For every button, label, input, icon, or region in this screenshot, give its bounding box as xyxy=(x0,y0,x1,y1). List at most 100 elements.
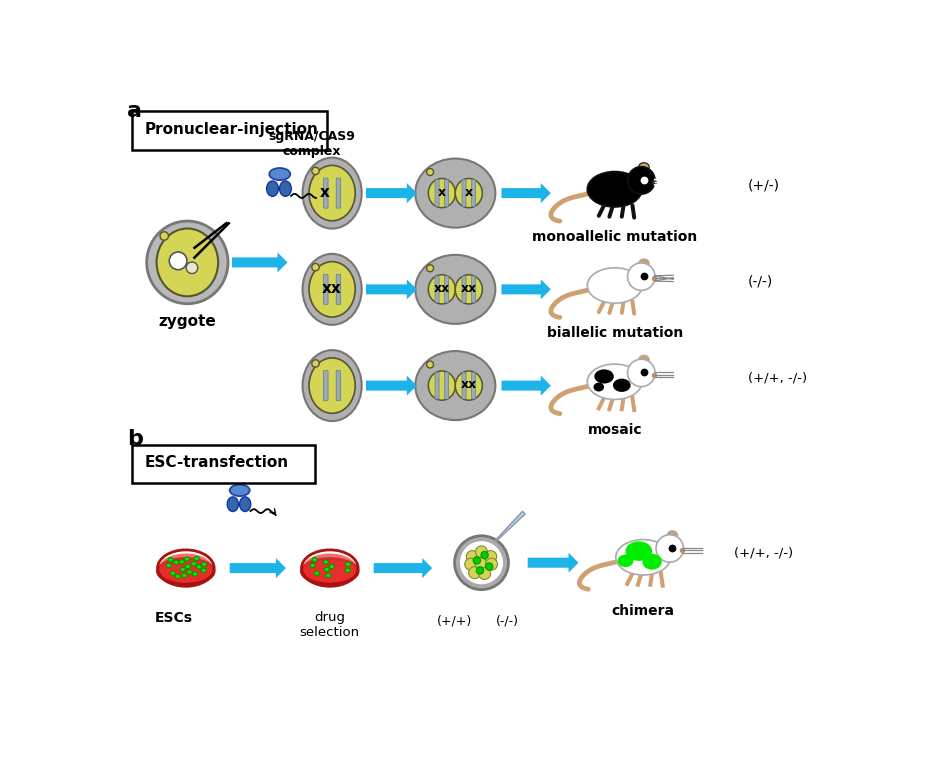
Text: x: x xyxy=(319,184,330,200)
FancyBboxPatch shape xyxy=(131,112,327,150)
FancyBboxPatch shape xyxy=(323,370,328,401)
Circle shape xyxy=(160,232,169,240)
Ellipse shape xyxy=(324,567,330,571)
Ellipse shape xyxy=(639,163,649,171)
Text: mosaic: mosaic xyxy=(587,422,642,436)
FancyBboxPatch shape xyxy=(471,372,476,399)
Ellipse shape xyxy=(639,355,649,364)
Polygon shape xyxy=(502,183,551,203)
Text: drug
selection: drug selection xyxy=(300,611,360,639)
Ellipse shape xyxy=(194,556,199,560)
Ellipse shape xyxy=(175,574,181,579)
Ellipse shape xyxy=(202,562,206,567)
Ellipse shape xyxy=(485,558,497,570)
FancyBboxPatch shape xyxy=(462,372,466,399)
Text: ESCs: ESCs xyxy=(155,611,193,625)
Text: zygote: zygote xyxy=(158,314,217,329)
Circle shape xyxy=(169,252,187,270)
FancyBboxPatch shape xyxy=(323,274,328,305)
Ellipse shape xyxy=(303,350,362,421)
Ellipse shape xyxy=(326,574,331,577)
Text: (+/+): (+/+) xyxy=(437,615,472,627)
Text: (-/-): (-/-) xyxy=(495,615,519,627)
Polygon shape xyxy=(528,553,579,573)
Ellipse shape xyxy=(230,484,250,496)
Text: a: a xyxy=(127,101,143,121)
Ellipse shape xyxy=(187,570,193,574)
Ellipse shape xyxy=(639,259,649,268)
Ellipse shape xyxy=(594,370,614,384)
Ellipse shape xyxy=(415,159,495,228)
FancyBboxPatch shape xyxy=(444,180,448,206)
Ellipse shape xyxy=(312,557,318,562)
Ellipse shape xyxy=(456,178,482,208)
Polygon shape xyxy=(230,558,286,578)
FancyBboxPatch shape xyxy=(336,370,341,401)
FancyBboxPatch shape xyxy=(323,178,328,208)
Circle shape xyxy=(481,551,488,559)
Ellipse shape xyxy=(269,168,290,180)
Ellipse shape xyxy=(157,559,214,584)
FancyBboxPatch shape xyxy=(435,372,439,399)
Circle shape xyxy=(476,567,483,574)
FancyBboxPatch shape xyxy=(471,276,476,303)
Text: (+/+, -/-): (+/+, -/-) xyxy=(734,546,794,560)
Ellipse shape xyxy=(456,274,482,304)
Ellipse shape xyxy=(302,559,358,584)
Ellipse shape xyxy=(475,557,487,570)
Ellipse shape xyxy=(310,563,316,567)
Text: chimera: chimera xyxy=(612,604,675,618)
FancyBboxPatch shape xyxy=(471,180,476,206)
FancyBboxPatch shape xyxy=(444,372,448,399)
Ellipse shape xyxy=(667,531,678,539)
Text: (+/-): (+/-) xyxy=(748,178,780,192)
Polygon shape xyxy=(502,376,551,395)
Ellipse shape xyxy=(314,571,319,575)
Ellipse shape xyxy=(309,165,356,221)
Ellipse shape xyxy=(159,553,212,583)
Text: ESC-transfection: ESC-transfection xyxy=(145,455,289,470)
Ellipse shape xyxy=(429,274,456,304)
Text: xx: xx xyxy=(322,281,342,296)
Text: xx: xx xyxy=(433,282,450,295)
FancyBboxPatch shape xyxy=(336,274,341,305)
Text: biallelic mutation: biallelic mutation xyxy=(546,326,682,340)
Ellipse shape xyxy=(476,546,487,558)
Ellipse shape xyxy=(415,351,495,420)
Polygon shape xyxy=(366,376,417,395)
Ellipse shape xyxy=(181,574,187,577)
FancyBboxPatch shape xyxy=(435,180,439,206)
Ellipse shape xyxy=(196,565,202,569)
Ellipse shape xyxy=(166,563,171,567)
Circle shape xyxy=(628,263,655,291)
FancyBboxPatch shape xyxy=(462,180,466,206)
Ellipse shape xyxy=(267,181,279,196)
Polygon shape xyxy=(502,279,551,299)
Ellipse shape xyxy=(429,371,456,400)
Circle shape xyxy=(427,169,433,175)
Circle shape xyxy=(628,167,655,194)
Ellipse shape xyxy=(613,379,631,392)
Ellipse shape xyxy=(429,178,456,208)
Ellipse shape xyxy=(240,497,251,512)
Ellipse shape xyxy=(303,157,362,229)
Text: x: x xyxy=(465,186,473,199)
Text: x: x xyxy=(438,186,446,199)
Ellipse shape xyxy=(309,262,356,317)
Ellipse shape xyxy=(618,555,633,567)
Circle shape xyxy=(186,262,198,274)
Ellipse shape xyxy=(185,564,191,569)
Ellipse shape xyxy=(467,550,478,563)
Circle shape xyxy=(427,265,433,272)
Ellipse shape xyxy=(181,567,185,571)
Circle shape xyxy=(312,360,319,367)
Ellipse shape xyxy=(643,554,662,570)
Ellipse shape xyxy=(329,564,334,569)
Circle shape xyxy=(312,167,319,174)
FancyBboxPatch shape xyxy=(462,276,466,303)
Ellipse shape xyxy=(309,358,356,413)
Polygon shape xyxy=(374,558,432,578)
Text: Pronuclear-injection: Pronuclear-injection xyxy=(145,122,319,137)
Ellipse shape xyxy=(415,255,495,324)
Ellipse shape xyxy=(180,560,184,564)
